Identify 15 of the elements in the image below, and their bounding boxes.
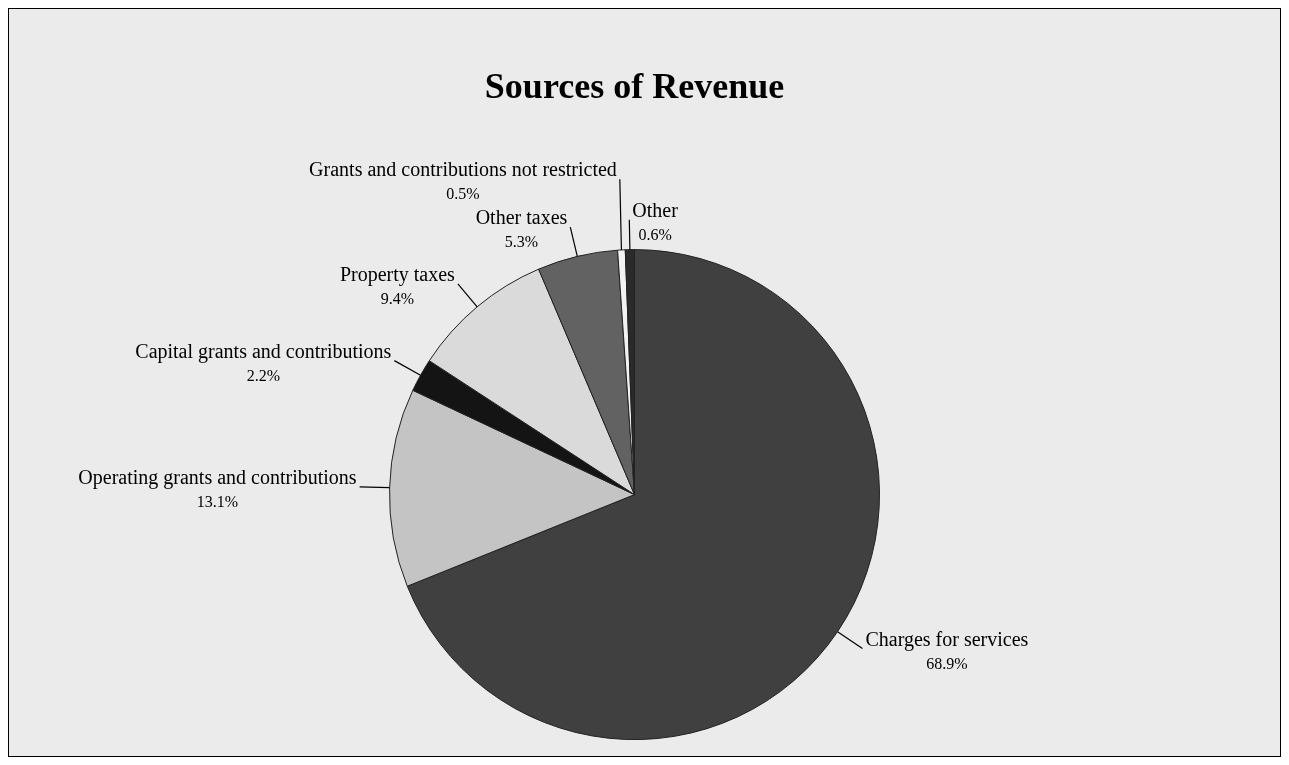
chart-title: Sources of Revenue <box>484 65 785 106</box>
slice-label: Other <box>632 198 679 221</box>
data-label: 0.5% <box>446 185 480 203</box>
data-label: 13.1% <box>196 493 239 511</box>
slice-label: Capital grants and contributions <box>135 339 392 363</box>
data-label: 5.3% <box>504 233 539 251</box>
slice-label: Other taxes <box>475 206 568 229</box>
slice-label: Grants and contributions not restricted <box>309 158 617 181</box>
slice-label: Operating grants and contributions <box>78 466 357 490</box>
data-label: 68.9% <box>926 654 968 672</box>
data-label: 2.2% <box>246 366 280 384</box>
slice-label: Charges for services <box>865 627 1029 651</box>
slice-label: Property taxes <box>339 263 456 287</box>
data-label: 0.6% <box>638 225 672 243</box>
data-label: 9.4% <box>380 290 415 308</box>
